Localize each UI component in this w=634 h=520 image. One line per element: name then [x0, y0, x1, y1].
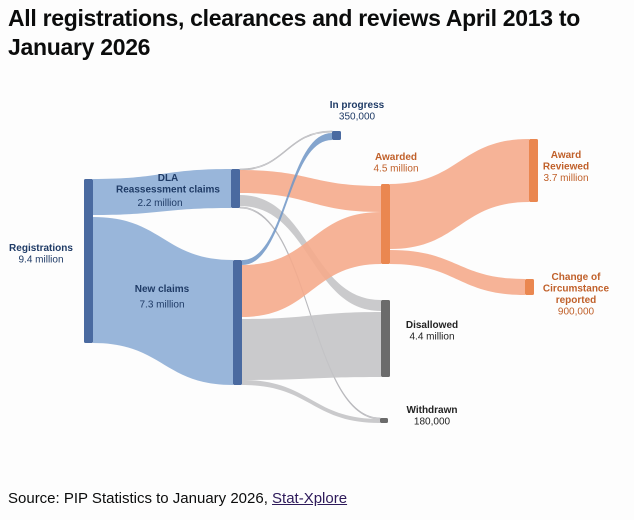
source-text: Source: PIP Statistics to January 2026,: [8, 490, 273, 507]
link-awarded-to-reviewed: [390, 139, 529, 249]
node-label-awarded: Awarded 4.5 million: [373, 152, 418, 175]
node-label-withdrawn: Withdrawn 180,000: [406, 405, 457, 428]
sankey-diagram: Registrations 9.4 million DLA Reassessment …: [9, 100, 609, 428]
link-dla-to-inprogress: [239, 130, 333, 171]
node-name-dla: DLA: [158, 173, 179, 184]
link-registrations-to-dla: [93, 169, 231, 215]
node-name-dla: Reassessment claims: [116, 185, 220, 196]
node-disallowed: [381, 300, 390, 377]
node-value-coc: 900,000: [558, 307, 595, 318]
node-name-reviewed: Award: [551, 150, 581, 161]
labels-layer: Registrations 9.4 million DLA Reassessment …: [9, 100, 609, 428]
node-value-new: 7.3 million: [139, 300, 184, 311]
node-value-awarded: 4.5 million: [373, 164, 418, 175]
link-awarded-to-coc: [390, 250, 525, 295]
node-label-new: New claims 7.3 million: [135, 284, 190, 311]
node-name-disallowed: Disallowed: [406, 320, 458, 331]
node-name-registrations: Registrations: [9, 243, 73, 254]
source-note: Source: PIP Statistics to January 2026, …: [8, 490, 347, 507]
node-value-registrations: 9.4 million: [18, 255, 63, 266]
node-reviewed: [529, 139, 538, 202]
node-registrations: [84, 179, 93, 343]
node-value-dla: 2.2 million: [137, 198, 182, 209]
node-name-coc: Change of: [552, 272, 602, 283]
node-name-new: New claims: [135, 284, 190, 295]
link-new-to-awarded: [242, 212, 381, 317]
node-label-coc: Change of Circumstance reported 900,000: [543, 272, 610, 318]
node-name-coc: Circumstance: [543, 284, 610, 295]
node-name-coc: reported: [556, 295, 597, 306]
link-new-to-disallowed: [242, 312, 381, 380]
node-name-awarded: Awarded: [375, 152, 417, 163]
node-withdrawn: [380, 418, 388, 423]
node-value-disallowed: 4.4 million: [409, 332, 454, 343]
stat-xplore-link[interactable]: Stat-Xplore: [272, 490, 348, 507]
node-name-inprogress: In progress: [330, 100, 385, 111]
node-label-reviewed: Award Reviewed 3.7 million: [543, 150, 589, 184]
node-inprogress: [332, 131, 341, 140]
node-value-withdrawn: 180,000: [414, 417, 451, 428]
node-label-registrations: Registrations 9.4 million: [9, 243, 73, 266]
link-registrations-to-new: [93, 217, 233, 385]
node-label-dla: DLA Reassessment claims 2.2 million: [116, 173, 220, 209]
links-layer: [93, 130, 529, 423]
chart-title: All registrations, clearances and review…: [8, 5, 580, 60]
link-new-to-inprogress: [242, 133, 332, 265]
node-value-reviewed: 3.7 million: [543, 173, 588, 184]
node-coc: [525, 279, 534, 295]
node-label-disallowed: Disallowed 4.4 million: [406, 320, 458, 343]
link-new-to-withdrawn: [242, 380, 380, 423]
node-name-reviewed: Reviewed: [543, 162, 589, 173]
node-awarded: [381, 184, 390, 264]
node-name-withdrawn: Withdrawn: [406, 405, 457, 416]
nodes-layer: [84, 131, 538, 423]
node-new: [233, 260, 242, 385]
node-dla: [231, 169, 240, 208]
node-value-inprogress: 350,000: [339, 112, 376, 123]
node-label-inprogress: In progress 350,000: [330, 100, 385, 123]
link-dla-to-awarded: [240, 170, 381, 212]
